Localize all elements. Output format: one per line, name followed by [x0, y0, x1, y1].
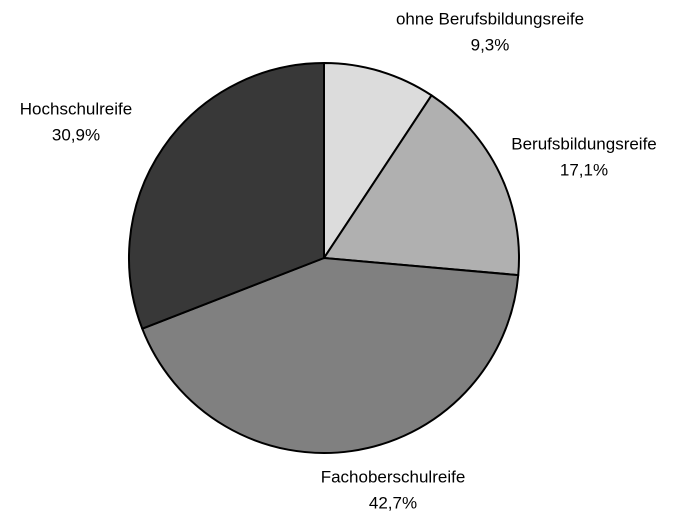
slice-value-label: 17,1% [560, 160, 608, 179]
slice-value-label: 42,7% [369, 493, 417, 512]
slice-label: Fachoberschulreife [321, 467, 466, 486]
pie-slice [323, 62, 433, 259]
slice-value-label: 30,9% [52, 125, 100, 144]
slice-label: ohne Berufsbildungsreife [396, 9, 584, 28]
pie-slice [128, 62, 325, 330]
slice-label: Hochschulreife [20, 99, 132, 118]
slice-value-label: 9,3% [471, 35, 510, 54]
pie-slice [323, 94, 520, 277]
slice-label: Berufsbildungsreife [511, 134, 657, 153]
pie-slice [141, 257, 520, 454]
